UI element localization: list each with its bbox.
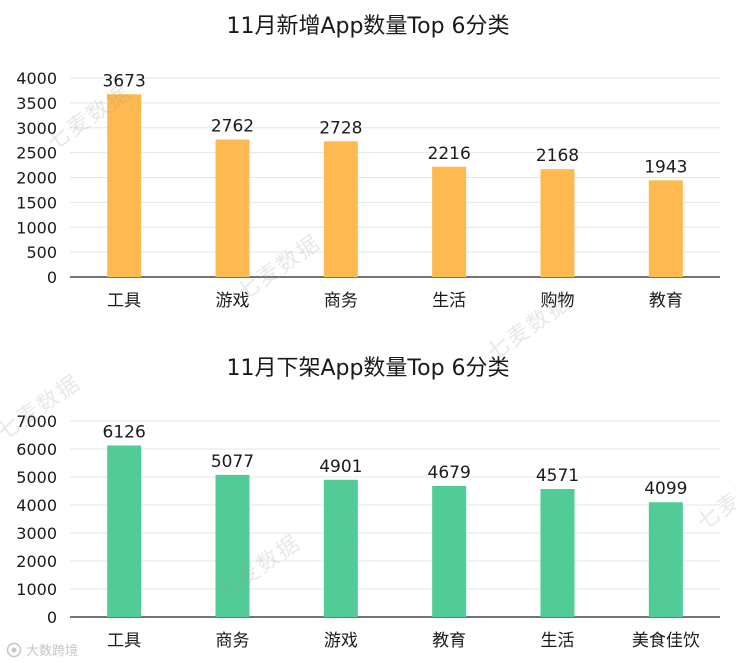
data-label: 4099: [644, 479, 687, 499]
chart-title-new-apps: 11月新增App数量Top 6分类: [226, 14, 510, 39]
y-tick-label: 2000: [16, 552, 57, 571]
x-tick-label: 工具: [107, 291, 141, 311]
y-tick-label: 2500: [16, 144, 57, 163]
footer-logo-text: 大数跨境: [26, 644, 79, 659]
y-tick-label: 0: [47, 268, 57, 287]
y-tick-label: 3500: [16, 94, 57, 113]
y-tick-label: 5000: [16, 468, 57, 487]
x-tick-label: 购物: [541, 291, 575, 311]
y-tick-label: 4000: [16, 496, 57, 515]
x-tick-label: 教育: [649, 291, 683, 311]
x-tick-label: 美食佳饮: [632, 631, 700, 651]
data-label: 2216: [428, 144, 471, 164]
y-tick-label: 4000: [16, 69, 57, 88]
footer-logo: 大数跨境: [6, 640, 78, 659]
y-tick-label: 2000: [16, 169, 57, 188]
bar: [323, 141, 358, 277]
data-label: 4679: [428, 463, 471, 483]
y-tick-label: 6000: [16, 440, 57, 459]
bar: [432, 166, 467, 277]
x-tick-label: 游戏: [216, 291, 250, 311]
x-tick-label: 教育: [432, 631, 466, 651]
bar: [540, 489, 575, 617]
data-label: 6126: [103, 422, 146, 442]
y-tick-label: 1000: [16, 580, 57, 599]
bar: [648, 180, 683, 277]
bar: [107, 94, 142, 277]
data-label: 5077: [211, 452, 254, 472]
data-label: 2168: [536, 146, 579, 166]
data-label: 2762: [211, 117, 254, 137]
data-label: 3673: [103, 71, 146, 91]
x-tick-label: 游戏: [324, 631, 358, 651]
bar: [648, 502, 683, 617]
bar: [323, 479, 358, 617]
bar: [107, 445, 142, 617]
x-tick-label: 工具: [107, 631, 141, 651]
y-tick-label: 3000: [16, 119, 57, 138]
y-tick-label: 1000: [16, 218, 57, 237]
data-label: 4571: [536, 466, 579, 486]
bar: [540, 169, 575, 277]
y-tick-label: 500: [26, 243, 57, 262]
bar: [215, 139, 250, 277]
data-label: 1943: [644, 157, 687, 177]
logo-icon: [6, 642, 22, 657]
data-label: 4901: [319, 457, 362, 477]
bar: [215, 474, 250, 617]
bar: [432, 485, 467, 617]
x-tick-label: 商务: [216, 631, 250, 651]
y-tick-label: 3000: [16, 524, 57, 543]
y-tick-label: 7000: [16, 412, 57, 431]
data-label: 2728: [319, 118, 362, 138]
y-tick-label: 0: [47, 608, 57, 627]
x-tick-label: 生活: [432, 291, 466, 311]
y-tick-label: 1500: [16, 193, 57, 212]
chart-title-removed-apps: 11月下架App数量Top 6分类: [226, 356, 510, 381]
x-tick-label: 商务: [324, 291, 358, 311]
x-tick-label: 生活: [541, 631, 575, 651]
